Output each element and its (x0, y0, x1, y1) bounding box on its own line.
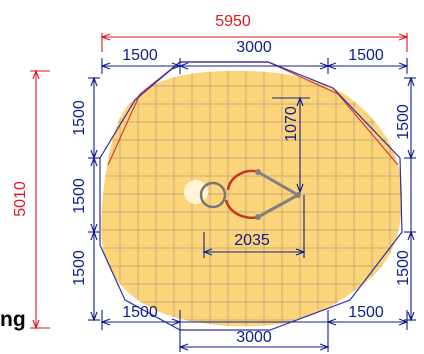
cut-off-label-box: ng (0, 308, 26, 332)
bottom-right-label: 1500 (348, 304, 384, 321)
left-lower-label: 1500 (71, 250, 88, 286)
swept-area (101, 70, 403, 327)
right-dimension-chain (404, 76, 416, 322)
bottom-left-label: 1500 (122, 304, 158, 321)
overall-width-label: 5950 (215, 13, 251, 30)
bottom-dimension-chain (100, 310, 409, 352)
inner-horizontal-dimension (202, 195, 306, 258)
right-lower-label: 1500 (395, 250, 412, 286)
right-upper-label: 1500 (395, 104, 412, 140)
base-glow (184, 180, 208, 204)
left-upper-label: 1500 (71, 100, 88, 136)
robot-base (199, 181, 227, 209)
inner-vertical-label: 1070 (283, 106, 300, 142)
top-right-label: 1500 (348, 47, 384, 64)
overall-height-label: 5010 (12, 181, 29, 217)
joint-upper (255, 169, 261, 175)
robot-arm (184, 169, 301, 220)
top-left-label: 1500 (122, 47, 158, 64)
inner-vertical-dimension (272, 96, 310, 194)
cut-off-text: ng (0, 308, 26, 331)
tool-point (295, 192, 301, 198)
joint-lower (255, 214, 261, 220)
left-middle-label: 1500 (71, 178, 88, 214)
overall-height-dimension (30, 69, 50, 330)
top-span-label: 3000 (236, 39, 272, 56)
inner-horizontal-label: 2035 (234, 232, 270, 249)
overall-width-dimension (100, 33, 409, 52)
left-dimension-chain (88, 76, 100, 322)
bottom-span-label: 3000 (236, 329, 272, 346)
top-dimension-chain (100, 58, 409, 74)
